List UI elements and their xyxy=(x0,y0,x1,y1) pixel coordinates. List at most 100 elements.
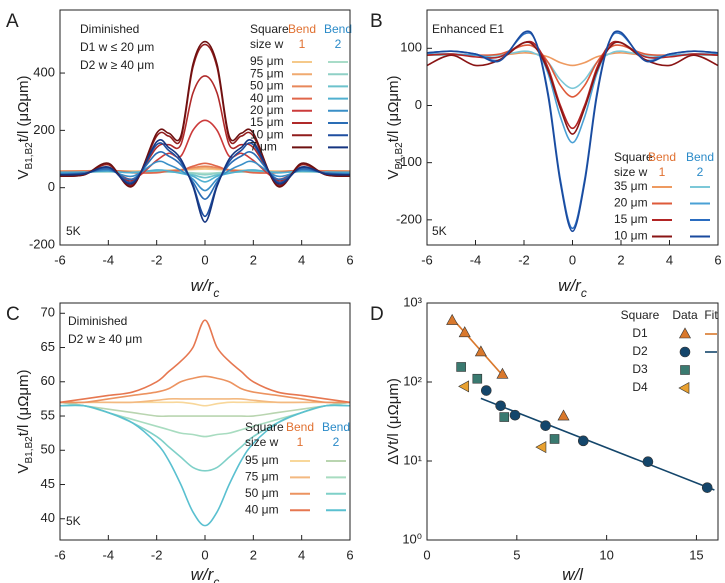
legend-label: D4 xyxy=(632,380,648,394)
legend-header: Square xyxy=(621,308,660,322)
legend-label: 40 μm xyxy=(245,502,279,516)
y-axis-label: VB1,B2t/l (μΩμm) xyxy=(385,75,405,179)
legend-label: 7 μm xyxy=(250,140,277,154)
marker xyxy=(472,373,483,384)
panel-title: Enhanced E1 xyxy=(432,22,504,36)
legend-column: 1 xyxy=(659,165,666,179)
legend-label: 95 μm xyxy=(250,54,284,68)
x-tick-label: 0 xyxy=(423,547,430,562)
legend-column: 1 xyxy=(299,37,306,51)
marker xyxy=(557,409,570,421)
plot-frame xyxy=(426,302,719,541)
plot-points xyxy=(446,313,715,493)
x-tick-label: 2 xyxy=(617,252,624,267)
x-axis-label: w/rc xyxy=(558,276,587,300)
data-line xyxy=(427,44,718,98)
x-tick-label: 4 xyxy=(666,252,673,267)
annotation: 5K xyxy=(66,514,81,528)
legend-label: D2 xyxy=(632,344,648,358)
legend-column: Fit xyxy=(704,308,718,322)
legend-header: Square xyxy=(614,150,653,164)
x-tick-label: 2 xyxy=(250,547,257,562)
marker xyxy=(509,409,521,421)
y-label-part: t/l (μΩμm) xyxy=(15,369,32,436)
x-label-part: w/r xyxy=(558,276,582,295)
legend-label: 10 μm xyxy=(614,229,648,243)
marker xyxy=(549,434,560,444)
x-tick-label: 10 xyxy=(599,547,613,562)
legend-header: size w xyxy=(250,37,284,51)
x-tick-label: -2 xyxy=(518,252,530,267)
y-tick-label: 10¹ xyxy=(403,452,422,467)
y-tick-label: 100 xyxy=(400,40,422,55)
y-tick-label: 40 xyxy=(41,510,55,525)
legend-label: 20 μm xyxy=(614,196,648,210)
y-tick-label: 50 xyxy=(41,442,55,457)
y-label-part: B1,B2 xyxy=(24,436,35,464)
legend-column: 2 xyxy=(335,37,342,51)
data-line xyxy=(427,30,718,233)
data-line xyxy=(60,43,350,187)
y-tick-label: 0 xyxy=(415,97,422,112)
legend-column: Bend xyxy=(324,22,352,36)
x-axis-label: w/rc xyxy=(191,276,220,300)
legend-column: 2 xyxy=(333,435,340,449)
marker xyxy=(495,400,506,412)
marker xyxy=(678,327,692,339)
x-tick-label: 0 xyxy=(201,547,208,562)
panel: C Diminished D2 w ≥ 40 μm 5K -6 -4 -2 0 2 4 6 40 45 5… xyxy=(6,302,354,583)
x-label-part: w/r xyxy=(191,276,215,295)
legend-column: Bend xyxy=(322,420,350,434)
marker xyxy=(458,326,471,338)
y-tick-label: 10³ xyxy=(403,294,422,309)
marker xyxy=(446,313,459,325)
x-tick-label: 0 xyxy=(569,252,576,267)
annotation: D2 w ≥ 40 μm xyxy=(68,332,142,346)
legend-header: Square xyxy=(245,420,284,434)
legend-label: 50 μm xyxy=(245,486,279,500)
panel-letter: B xyxy=(370,11,383,32)
marker xyxy=(480,385,492,396)
data-line xyxy=(60,75,350,182)
y-label-part: V xyxy=(385,170,402,180)
y-label-part: t/l (μΩμm) xyxy=(15,75,32,142)
x-label-part: c xyxy=(581,286,587,300)
data-line xyxy=(60,160,350,192)
x-tick-label: -6 xyxy=(54,547,66,562)
y-tick-label: 65 xyxy=(41,339,55,354)
x-tick-label: 6 xyxy=(346,547,353,562)
data-line xyxy=(60,404,350,527)
panel: D 0 5 10 15 10⁰ 10¹ 10² 10³ w/l ΔVt/l (μΩμm) Square… xyxy=(370,294,719,583)
x-tick-label: -6 xyxy=(54,252,66,267)
marker xyxy=(701,482,713,493)
x-tick-label: 2 xyxy=(250,252,257,267)
legend-header: size w xyxy=(245,435,279,449)
x-tick-label: -4 xyxy=(103,252,115,267)
marker xyxy=(678,381,690,395)
plot-frame xyxy=(59,9,351,246)
legend-label: 50 μm xyxy=(250,79,284,93)
data-line xyxy=(427,31,718,230)
annotation: D2 w ≥ 40 μm xyxy=(80,58,154,72)
plot-frame xyxy=(426,9,719,246)
x-tick-label: 4 xyxy=(298,252,305,267)
marker xyxy=(642,456,654,467)
data-line xyxy=(60,139,350,223)
y-axis-label: VB1,B2t/l (μΩμm) xyxy=(15,369,35,473)
data-line xyxy=(60,401,350,418)
fit-line xyxy=(451,317,505,378)
legend-label: 15 μm xyxy=(250,115,284,129)
data-line xyxy=(60,169,350,183)
data-line xyxy=(60,375,350,404)
legend-column: Data xyxy=(672,308,698,322)
data-line xyxy=(60,319,350,404)
y-tick-label: 45 xyxy=(41,476,55,491)
x-tick-label: 5 xyxy=(513,547,520,562)
data-line xyxy=(60,142,350,218)
x-tick-label: -2 xyxy=(151,252,163,267)
x-tick-label: -4 xyxy=(470,252,482,267)
x-label-part: c xyxy=(213,575,219,583)
marker xyxy=(577,435,589,447)
